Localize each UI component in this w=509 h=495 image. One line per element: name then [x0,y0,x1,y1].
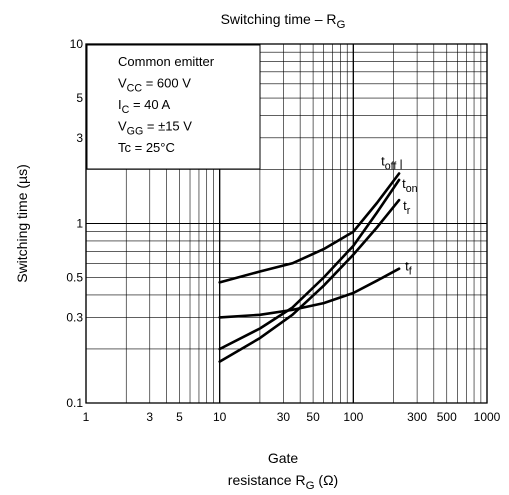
series-label-toff: toff [381,153,396,172]
axis-labels: Switching time – RG Gate resistance RG (Ω)… [14,11,346,492]
series-line-ton [218,178,401,351]
y-tick-label: 5 [76,91,83,105]
x-tick-label: 1000 [474,410,501,424]
condition-line: VCC = 600 V [118,76,191,95]
series-line-tf [218,267,401,319]
condition-line: IC = 40 A [118,97,170,116]
y-tick-labels: 0.1 0.3 0.5 1 3 5 10 [66,37,83,410]
plot-frame [85,43,488,404]
y-tick-label: 3 [76,131,83,145]
x-tick-label: 5 [176,410,183,424]
x-axis-label-resistance: resistance RG (Ω) [228,472,338,492]
x-tick-label: 1 [83,410,90,424]
y-tick-label: 0.1 [66,396,83,410]
x-tick-label: 300 [407,410,427,424]
y-tick-label: 0.3 [66,310,83,324]
condition-line: Common emitter [118,54,215,69]
series-label-tr: tr [403,198,411,217]
series-line-tr [218,198,401,363]
y-tick-label: 0.5 [66,271,83,285]
series-label-ton: ton [402,176,418,195]
x-tick-label: 30 [277,410,291,424]
x-tick-label: 500 [437,410,457,424]
x-tick-label: 10 [213,410,227,424]
x-tick-label: 50 [306,410,320,424]
y-axis-label: Switching time (µs) [14,164,30,283]
condition-line: Tc = 25°C [118,140,175,155]
y-tick-label: 10 [70,37,84,51]
condition-line: VGG = ±15 V [118,119,192,138]
x-tick-label: 100 [343,410,363,424]
y-tick-label: 1 [76,217,83,231]
plot-border [85,43,488,404]
conditions-box-border [86,44,261,170]
chart-title: Switching time – RG [221,11,346,31]
x-axis-label-gate: Gate [268,450,299,466]
x-tick-labels: 1 3 5 10 30 50 100 300 500 1000 [83,410,501,424]
series-label-tf: tf [405,259,412,278]
series-line-toff [218,172,401,284]
x-tick-label: 3 [146,410,153,424]
conditions-box: Common emitter VCC = 600 V IC = 40 A VGG = … [86,44,261,170]
